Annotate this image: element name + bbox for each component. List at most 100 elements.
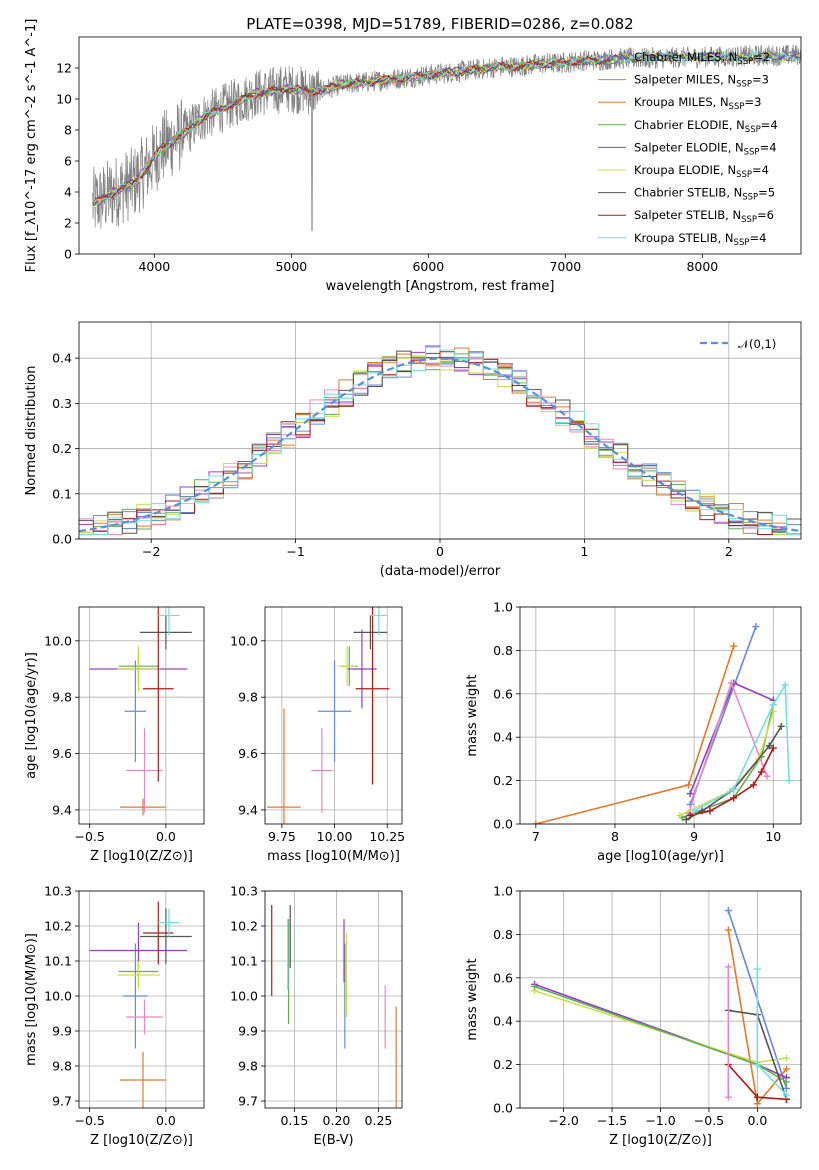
y-tick-label: 9.7: [238, 1094, 258, 1109]
plus-marker: [730, 794, 738, 802]
mass_vs_EBV-plot: [271, 905, 397, 1108]
legend-suffix: =3: [744, 95, 761, 109]
x-tick-label: 0.0: [156, 829, 176, 844]
y-axis-label: Normed distribution: [24, 366, 39, 496]
y-tick-label: 0.0: [52, 532, 72, 547]
x-tick-label: 2: [725, 544, 733, 559]
data-point: [117, 646, 160, 692]
y-tick-label: 0.6: [493, 686, 513, 701]
plus-marker: [753, 1100, 761, 1108]
data-point: [158, 908, 180, 937]
data-point: [124, 660, 147, 762]
data-spectrum-line: [92, 44, 801, 232]
x-tick-label: −2.0: [548, 1113, 578, 1128]
plus-marker: [765, 742, 773, 750]
legend-suffix: =4: [760, 140, 777, 154]
data-point: [123, 943, 148, 1049]
data-point: [139, 908, 192, 965]
plus-marker: [531, 982, 539, 990]
x-tick-label: 7: [532, 829, 540, 844]
age_vs_Z-frame: [78, 606, 205, 825]
mass_vs_EBV-grid: [265, 890, 402, 1108]
x-tick-label: 9: [690, 829, 698, 844]
age_vs_mass-plot: [267, 607, 390, 824]
data-point: [126, 728, 163, 813]
y-tick-label: 0.3: [52, 396, 72, 411]
x-tick-label: 10: [765, 829, 781, 844]
x-tick-label: 10.00: [317, 829, 353, 844]
y-axis-label: mass weight: [465, 958, 480, 1040]
data-point: [143, 607, 174, 782]
y-tick-label: 9.9: [238, 1024, 258, 1039]
legend-entry: 𝒩(0,1): [738, 337, 776, 351]
plus-marker: [750, 781, 758, 789]
y-tick-label: 10.1: [44, 954, 72, 969]
spectrum-legend: Chabrier MILES, NSSP=2 Salpeter MILES, NS…: [598, 50, 778, 248]
y-tick-label: 4: [64, 185, 72, 200]
age_vs_mass-grid: [265, 607, 402, 824]
y-axis-label: Flux [f_λ10^-17 erg cm^-2 s^-1 A^-1]: [24, 19, 39, 273]
y-tick-label: 0.2: [52, 441, 72, 456]
plus-marker: [781, 681, 789, 689]
figure-title: PLATE=0398, MJD=51789, FIBERID=0286, z=0…: [246, 15, 633, 33]
weight_vs_age-plot: [532, 623, 793, 824]
model-spectrum-line: [92, 51, 800, 203]
y-tick-label: 10.0: [44, 633, 72, 648]
y-tick-label: 1.0: [493, 600, 513, 615]
x-axis-label: mass [log10(M/M⊙)]: [267, 849, 400, 864]
plus-marker: [753, 1061, 761, 1069]
plus-marker: [730, 642, 738, 650]
plus-marker: [769, 744, 777, 752]
x-axis-label: Z [log10(Z/Z⊙)]: [609, 1133, 712, 1148]
y-axis-label: age [log10(age/yr)]: [24, 652, 39, 779]
legend-entry: Chabrier ELODIE, NSSP=4: [634, 118, 778, 135]
x-axis-label: (data-model)/error: [380, 564, 501, 579]
y-tick-label: 0.4: [52, 351, 72, 366]
legend-entry: Salpeter STELIB, NSSP=6: [634, 208, 774, 225]
legend-suffix: =4: [761, 118, 778, 132]
data-point: [120, 798, 166, 816]
plus-marker: [752, 623, 760, 631]
x-tick-label: 8: [611, 829, 619, 844]
plus-marker: [782, 1084, 790, 1092]
legend-subscript: SSP: [742, 193, 758, 203]
y-tick-label: 0: [64, 247, 72, 262]
x-tick-label: 0.0: [747, 1113, 767, 1128]
legend-entry: Chabrier MILES, NSSP=2: [634, 50, 770, 67]
plus-marker: [769, 701, 777, 709]
legend-subscript: SSP: [729, 102, 745, 112]
x-tick-label: −1: [286, 544, 304, 559]
age_vs_Z-plot: [89, 607, 192, 816]
legend-suffix: =3: [752, 73, 769, 87]
y-tick-label: 10.2: [44, 919, 72, 934]
weight_vs_age-frame: [519, 606, 802, 825]
x-axis-label: Z [log10(Z/Z⊙)]: [90, 849, 193, 864]
x-tick-label: 0: [436, 544, 444, 559]
x-tick-label: 9.75: [268, 829, 296, 844]
y-tick-label: 8: [64, 123, 72, 138]
y-tick-label: 0.0: [493, 1101, 513, 1116]
legend-subscript: SSP: [741, 215, 757, 225]
y-tick-label: 12: [56, 61, 72, 76]
y-tick-label: 0.2: [493, 1057, 513, 1072]
x-tick-label: 0.15: [280, 1113, 308, 1128]
legend-suffix: =4: [749, 231, 766, 245]
weight-series-line: [690, 747, 775, 817]
plus-marker: [782, 1054, 790, 1062]
y-tick-label: 9.6: [238, 746, 258, 761]
plus-marker: [730, 785, 738, 793]
plus-marker: [785, 777, 793, 785]
plus-marker: [532, 820, 540, 824]
mass_vs_Z-grid: [79, 890, 204, 1108]
plus-marker: [757, 768, 765, 776]
plus-marker: [724, 907, 732, 915]
plus-marker: [782, 1078, 790, 1086]
x-tick-label: 6000: [412, 259, 444, 274]
x-axis-label: E(B-V): [313, 1133, 353, 1148]
x-tick-label: −1.0: [645, 1113, 675, 1128]
x-tick-label: −0.5: [694, 1113, 724, 1128]
legend-entry: Salpeter ELODIE, NSSP=4: [634, 140, 777, 157]
y-tick-label: 10.0: [230, 633, 258, 648]
y-tick-label: 0.2: [493, 773, 513, 788]
plus-marker: [777, 722, 785, 730]
